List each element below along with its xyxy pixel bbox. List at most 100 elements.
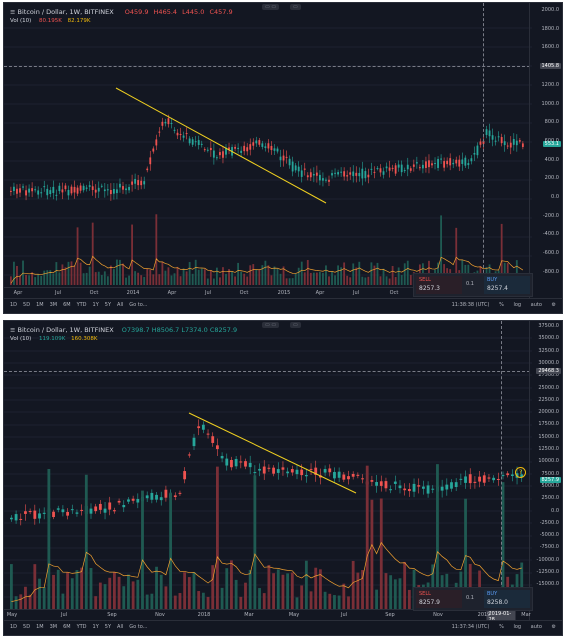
price-axis-bottom[interactable]: 37500.0 35000.0 32500.0 30000.0 27500.0 25000… <box>529 321 562 621</box>
volume-bar <box>55 262 58 285</box>
volume-bar <box>125 277 127 285</box>
symbol-title: Bitcoin / Dollar, 1W, BITFINEX <box>17 326 114 334</box>
candle-body <box>400 164 403 173</box>
volume-bar <box>158 274 161 285</box>
volume-bar <box>128 275 130 285</box>
candle-body <box>370 480 374 482</box>
candle-body <box>176 132 179 136</box>
volume-bar <box>155 214 158 285</box>
panel-collapse-button[interactable]: ▭ ▭ <box>262 4 280 10</box>
time-range-button[interactable]: Go to... <box>129 624 148 630</box>
candle-body <box>70 509 74 511</box>
percent-toggle[interactable]: % <box>499 624 504 630</box>
time-range-button[interactable]: 6M <box>63 624 71 630</box>
candle-body <box>496 478 500 480</box>
volume-bar <box>61 264 64 285</box>
time-range-button[interactable]: YTD <box>76 624 87 630</box>
candle-body <box>454 482 458 488</box>
candle-body <box>303 168 306 170</box>
volume-bar <box>286 573 290 610</box>
candle-body <box>515 140 518 146</box>
log-toggle[interactable]: log <box>513 624 522 630</box>
time-range-button[interactable]: 3M <box>49 302 58 308</box>
log-toggle[interactable]: log <box>513 302 522 308</box>
time-range-button[interactable]: YTD <box>76 302 87 308</box>
volume-bar <box>46 270 49 285</box>
time-range-button[interactable]: 5Y <box>104 302 112 308</box>
candle-body <box>425 161 427 168</box>
time-range-button[interactable]: All <box>117 624 124 630</box>
auto-toggle[interactable]: auto <box>530 624 542 630</box>
candle-body <box>58 185 61 192</box>
candle-body <box>468 474 472 484</box>
volume-bar <box>219 277 221 285</box>
time-range-button[interactable]: 3M <box>49 624 58 630</box>
price-tick-label: -2500.0 <box>539 519 559 526</box>
candle-body <box>24 511 27 514</box>
time-range-button[interactable]: 6M <box>63 302 71 308</box>
menu-icon[interactable]: ≡ <box>10 8 16 16</box>
percent-toggle[interactable]: % <box>499 302 504 308</box>
volume-bar <box>67 261 70 285</box>
auto-toggle[interactable]: auto <box>530 302 542 308</box>
buy-button[interactable]: BUY 8258.0 <box>484 590 530 608</box>
candle-body <box>323 469 327 473</box>
time-range-button[interactable]: 5D <box>23 624 31 630</box>
time-range-button[interactable]: 1Y <box>92 624 99 630</box>
time-range-button[interactable]: 1D <box>10 624 18 630</box>
volume-bar <box>94 596 98 610</box>
candle-body <box>290 469 294 473</box>
candle-body <box>234 146 236 149</box>
volume-bar <box>400 275 403 285</box>
volume-bar <box>173 273 176 285</box>
candle-body <box>127 499 130 502</box>
volume-bar <box>231 271 233 285</box>
volume-bar <box>170 275 173 285</box>
panel-maximize-button[interactable]: ▭ <box>290 322 301 328</box>
volume-bar <box>106 276 109 285</box>
time-range-button[interactable]: All <box>117 302 124 308</box>
sell-button[interactable]: SELL 8257.3 <box>416 276 462 294</box>
menu-icon[interactable]: ≡ <box>10 326 16 334</box>
buy-button[interactable]: BUY 8257.4 <box>484 276 530 294</box>
candle-body <box>106 189 109 191</box>
time-range-button[interactable]: Go to... <box>129 302 148 308</box>
volume-bar <box>407 589 411 610</box>
volume-bar <box>367 276 370 285</box>
candle-body <box>113 188 115 194</box>
price-tick-label: 800.0 <box>544 119 559 126</box>
candle-body <box>42 512 46 514</box>
candle-body <box>464 476 467 483</box>
settings-gear-icon[interactable]: ⚙ <box>551 624 556 630</box>
time-range-button[interactable]: 5D <box>23 302 31 308</box>
panel-maximize-button[interactable]: ▭ <box>290 4 301 10</box>
candlestick-chart-top[interactable] <box>4 3 532 288</box>
panel-collapse-button[interactable]: ▭ ▭ <box>262 322 280 328</box>
candle-body <box>288 158 291 166</box>
price-axis-top[interactable]: 2000.01800.01600.01400.01200.01000.0800.… <box>529 3 562 299</box>
time-range-button[interactable]: 1D <box>10 302 18 308</box>
time-range-button[interactable]: 1M <box>36 302 44 308</box>
time-range-button[interactable]: 1M <box>36 624 44 630</box>
volume-bar <box>191 273 194 285</box>
volume-bar <box>273 266 276 285</box>
help-icon[interactable]: ? <box>515 467 526 478</box>
volume-bar <box>179 276 182 285</box>
settings-gear-icon[interactable]: ⚙ <box>551 302 556 308</box>
time-range-button[interactable]: 5Y <box>104 624 112 630</box>
candle-body <box>89 508 93 514</box>
spread-value: 0.1 <box>466 281 474 287</box>
volume-bar <box>237 262 240 285</box>
candle-body <box>333 471 336 479</box>
time-range-button[interactable]: 1Y <box>92 302 99 308</box>
candle-body <box>388 167 391 171</box>
time-tick-label: Oct <box>389 290 399 296</box>
volume-bar <box>88 266 91 285</box>
chart-panel-bottom[interactable]: ▭ ▭ ▭ ≡ Bitcoin / Dollar, 1W, BITFINEX O… <box>3 320 563 636</box>
candle-body <box>109 190 112 195</box>
candle-body <box>422 164 424 169</box>
chart-panel-top[interactable]: ▭ ▭ ▭ ≡ Bitcoin / Dollar, 1W, BITFINEX O… <box>3 2 563 314</box>
candlestick-chart-bottom[interactable] <box>4 321 532 610</box>
sell-button[interactable]: SELL 8257.9 <box>416 590 462 608</box>
candle-body <box>385 166 388 169</box>
